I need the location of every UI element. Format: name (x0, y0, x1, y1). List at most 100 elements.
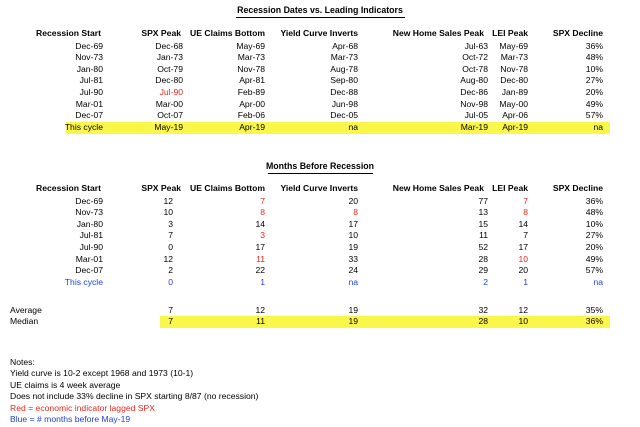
summary-label: Median (10, 316, 39, 327)
cell-spx-decline: 36% (585, 40, 603, 51)
cell-ue-claims-bottom: Apr-00 (239, 98, 265, 109)
median-row: Median 7 11 19 28 10 36% (0, 316, 640, 328)
cell-new-home-sales-peak: 11 (479, 230, 488, 241)
cell-lei-peak: 17 (518, 241, 528, 252)
table1-row: This cycle May-19 Apr-19 na Mar-19 Apr-19 na (0, 122, 640, 134)
cell-recession-start: Jul-90 (79, 86, 103, 97)
cell-spx-peak: 0 (168, 241, 173, 252)
cell-new-home-sales-peak: 28 (478, 253, 488, 264)
summary-label: Average (10, 304, 42, 315)
cell-yield-curve-inverts: Dec-88 (330, 86, 358, 97)
cell-spx-peak: Dec-80 (155, 75, 183, 86)
cell-new-home-sales-peak: 13 (478, 207, 488, 218)
cell-spx-peak: 3 (168, 218, 173, 229)
cell-spx-decline: 57% (585, 265, 603, 276)
cell-spx-peak: Mar-00 (155, 98, 183, 109)
cell-yield-curve-inverts: na (348, 276, 358, 287)
cell-recession-start: Dec-69 (75, 195, 103, 206)
header-yield-curve-inverts: Yield Curve Inverts (280, 28, 358, 38)
table2-row: Nov-73 10 8 8 13 8 48% (0, 207, 640, 219)
cell-recession-start: This cycle (64, 121, 103, 132)
cell-spx-peak: 12 (163, 195, 173, 206)
cell-lei-peak: Nov-78 (500, 63, 528, 74)
cell-ue-claims-bottom: Apr-81 (239, 75, 265, 86)
cell-spx-decline: na (593, 121, 603, 132)
cell-spx-decline: 20% (585, 241, 603, 252)
cell-ue-claims-bottom: 12 (255, 304, 265, 315)
cell-recession-start: Jan-80 (76, 63, 103, 74)
cell-spx-peak: 0 (168, 276, 173, 287)
table1-row: Dec-69 Dec-68 May-69 Apr-68 Jul-63 May-69 36% (0, 41, 640, 53)
cell-ue-claims-bottom: 11 (256, 253, 265, 264)
cell-lei-peak: Dec-80 (500, 75, 528, 86)
header-spx-decline: SPX Decline (552, 28, 603, 38)
cell-spx-decline: 27% (585, 230, 603, 241)
header-new-home-sales-peak: New Home Sales Peak (392, 183, 484, 193)
cell-lei-peak: 7 (523, 195, 528, 206)
table2-row: Mar-01 12 11 33 28 10 49% (0, 254, 640, 266)
table2-row: Dec-69 12 7 20 77 7 36% (0, 196, 640, 208)
cell-spx-peak: 12 (163, 253, 173, 264)
table2-row: Jul-81 7 3 10 11 7 27% (0, 230, 640, 242)
cell-recession-start: Jul-81 (79, 230, 103, 241)
note-line: Yield curve is 10-2 except 1968 and 1973… (10, 368, 194, 379)
notes: Notes: Yield curve is 10-2 except 1968 a… (10, 357, 258, 425)
cell-ue-claims-bottom: Feb-89 (237, 86, 265, 97)
cell-lei-peak: Apr-06 (502, 110, 528, 121)
cell-spx-peak: Oct-07 (157, 110, 183, 121)
cell-new-home-sales-peak: Oct-78 (462, 63, 488, 74)
cell-new-home-sales-peak: Nov-98 (460, 98, 488, 109)
cell-spx-peak: Jan-73 (156, 52, 183, 63)
table2-title: Months Before Recession (265, 161, 375, 171)
cell-lei-peak: May-00 (499, 98, 528, 109)
cell-recession-start: This cycle (64, 276, 103, 287)
cell-recession-start: Jan-80 (76, 218, 103, 229)
cell-yield-curve-inverts: Jun-98 (331, 98, 358, 109)
cell-new-home-sales-peak: 28 (478, 316, 488, 327)
cell-lei-peak: 10 (518, 253, 528, 264)
cell-spx-decline: 57% (585, 110, 603, 121)
header-ue-claims-bottom: UE Claims Bottom (190, 183, 265, 193)
header-lei-peak: LEI Peak (492, 28, 528, 38)
cell-ue-claims-bottom: Nov-78 (237, 63, 265, 74)
cell-recession-start: Mar-01 (75, 98, 103, 109)
table1-row: Jul-90 Jul-90 Feb-89 Dec-88 Dec-86 Jan-89 20% (0, 87, 640, 99)
cell-yield-curve-inverts: 17 (348, 218, 358, 229)
notes-heading: Notes: (10, 357, 35, 367)
header-ue-claims-bottom: UE Claims Bottom (190, 28, 265, 38)
cell-new-home-sales-peak: Oct-72 (462, 52, 488, 63)
note-line: UE claims is 4 week average (10, 379, 121, 390)
cell-lei-peak: Jan-89 (501, 86, 528, 97)
header-recession-start: Recession Start (36, 183, 101, 193)
table2-row: This cycle 0 1 na 2 1 na (0, 277, 640, 289)
cell-lei-peak: 14 (518, 218, 528, 229)
cell-ue-claims-bottom: Apr-19 (239, 121, 265, 132)
cell-recession-start: Nov-73 (75, 52, 103, 63)
table2-header-row: Recession Start SPX Peak UE Claims Bottom Y… (0, 183, 640, 195)
header-recession-start: Recession Start (36, 28, 101, 38)
note-line-blue-legend: Blue = # months before May-19 (10, 414, 131, 425)
cell-recession-start: Jul-90 (79, 241, 103, 252)
cell-recession-start: Dec-07 (75, 110, 103, 121)
cell-lei-peak: Apr-19 (502, 121, 528, 132)
cell-ue-claims-bottom: Mar-73 (237, 52, 265, 63)
table1-row: Dec-07 Oct-07 Feb-06 Dec-05 Jul-05 Apr-06 57% (0, 110, 640, 122)
cell-yield-curve-inverts: na (348, 121, 358, 132)
cell-new-home-sales-peak: Mar-19 (460, 121, 488, 132)
header-spx-peak: SPX Peak (141, 183, 181, 193)
cell-new-home-sales-peak: Jul-05 (464, 110, 488, 121)
cell-spx-decline: 10% (585, 63, 603, 74)
cell-spx-peak: 7 (168, 316, 173, 327)
header-spx-peak: SPX Peak (141, 28, 181, 38)
cell-yield-curve-inverts: 10 (348, 230, 358, 241)
cell-spx-decline: 36% (585, 316, 603, 327)
cell-new-home-sales-peak: 2 (483, 276, 488, 287)
cell-lei-peak: 8 (523, 207, 528, 218)
cell-lei-peak: 20 (518, 265, 528, 276)
cell-spx-decline: 49% (585, 98, 603, 109)
cell-spx-peak: 7 (168, 230, 173, 241)
table2-row: Jan-80 3 14 17 15 14 10% (0, 219, 640, 231)
table1-title-underline (236, 17, 405, 18)
cell-lei-peak: Mar-73 (500, 52, 528, 63)
average-row: Average 7 12 19 32 12 35% (0, 305, 640, 317)
